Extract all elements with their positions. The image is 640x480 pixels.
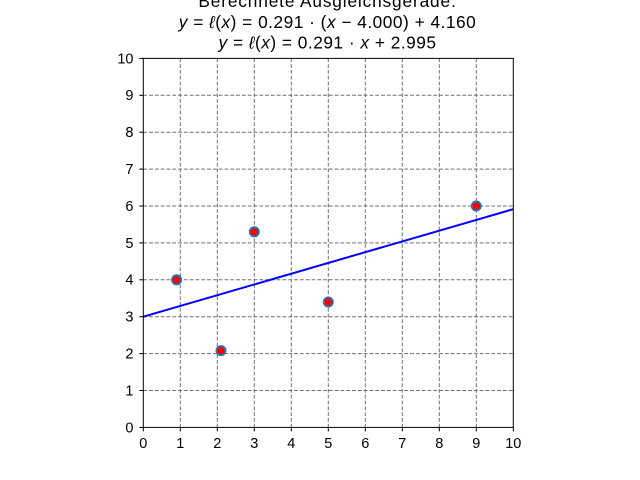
svg-text:10: 10 xyxy=(117,51,133,67)
svg-text:y = ℓ(x) = 0.291 · x + 2.995: y = ℓ(x) = 0.291 · x + 2.995 xyxy=(218,32,437,52)
svg-text:5: 5 xyxy=(324,436,332,452)
svg-text:4: 4 xyxy=(125,273,133,289)
svg-text:1: 1 xyxy=(176,436,184,452)
svg-text:y = ℓ(x) = 0.291 · (x − 4.000): y = ℓ(x) = 0.291 · (x − 4.000) + 4.160 xyxy=(178,12,476,32)
svg-text:0: 0 xyxy=(125,420,133,436)
svg-text:8: 8 xyxy=(435,436,443,452)
svg-text:Berechnete Ausgleichsgerade:: Berechnete Ausgleichsgerade: xyxy=(198,0,456,11)
svg-text:4: 4 xyxy=(287,436,295,452)
svg-text:7: 7 xyxy=(125,162,133,178)
svg-text:9: 9 xyxy=(125,88,133,104)
svg-text:9: 9 xyxy=(472,436,480,452)
svg-text:6: 6 xyxy=(125,199,133,215)
svg-text:3: 3 xyxy=(250,436,258,452)
svg-text:5: 5 xyxy=(125,236,133,252)
svg-text:7: 7 xyxy=(398,436,406,452)
svg-text:1: 1 xyxy=(125,383,133,399)
svg-text:2: 2 xyxy=(213,436,221,452)
svg-text:3: 3 xyxy=(125,310,133,326)
svg-text:0: 0 xyxy=(139,436,147,452)
svg-text:10: 10 xyxy=(505,436,521,452)
svg-text:6: 6 xyxy=(361,436,369,452)
svg-text:2: 2 xyxy=(125,347,133,363)
svg-text:8: 8 xyxy=(125,125,133,141)
